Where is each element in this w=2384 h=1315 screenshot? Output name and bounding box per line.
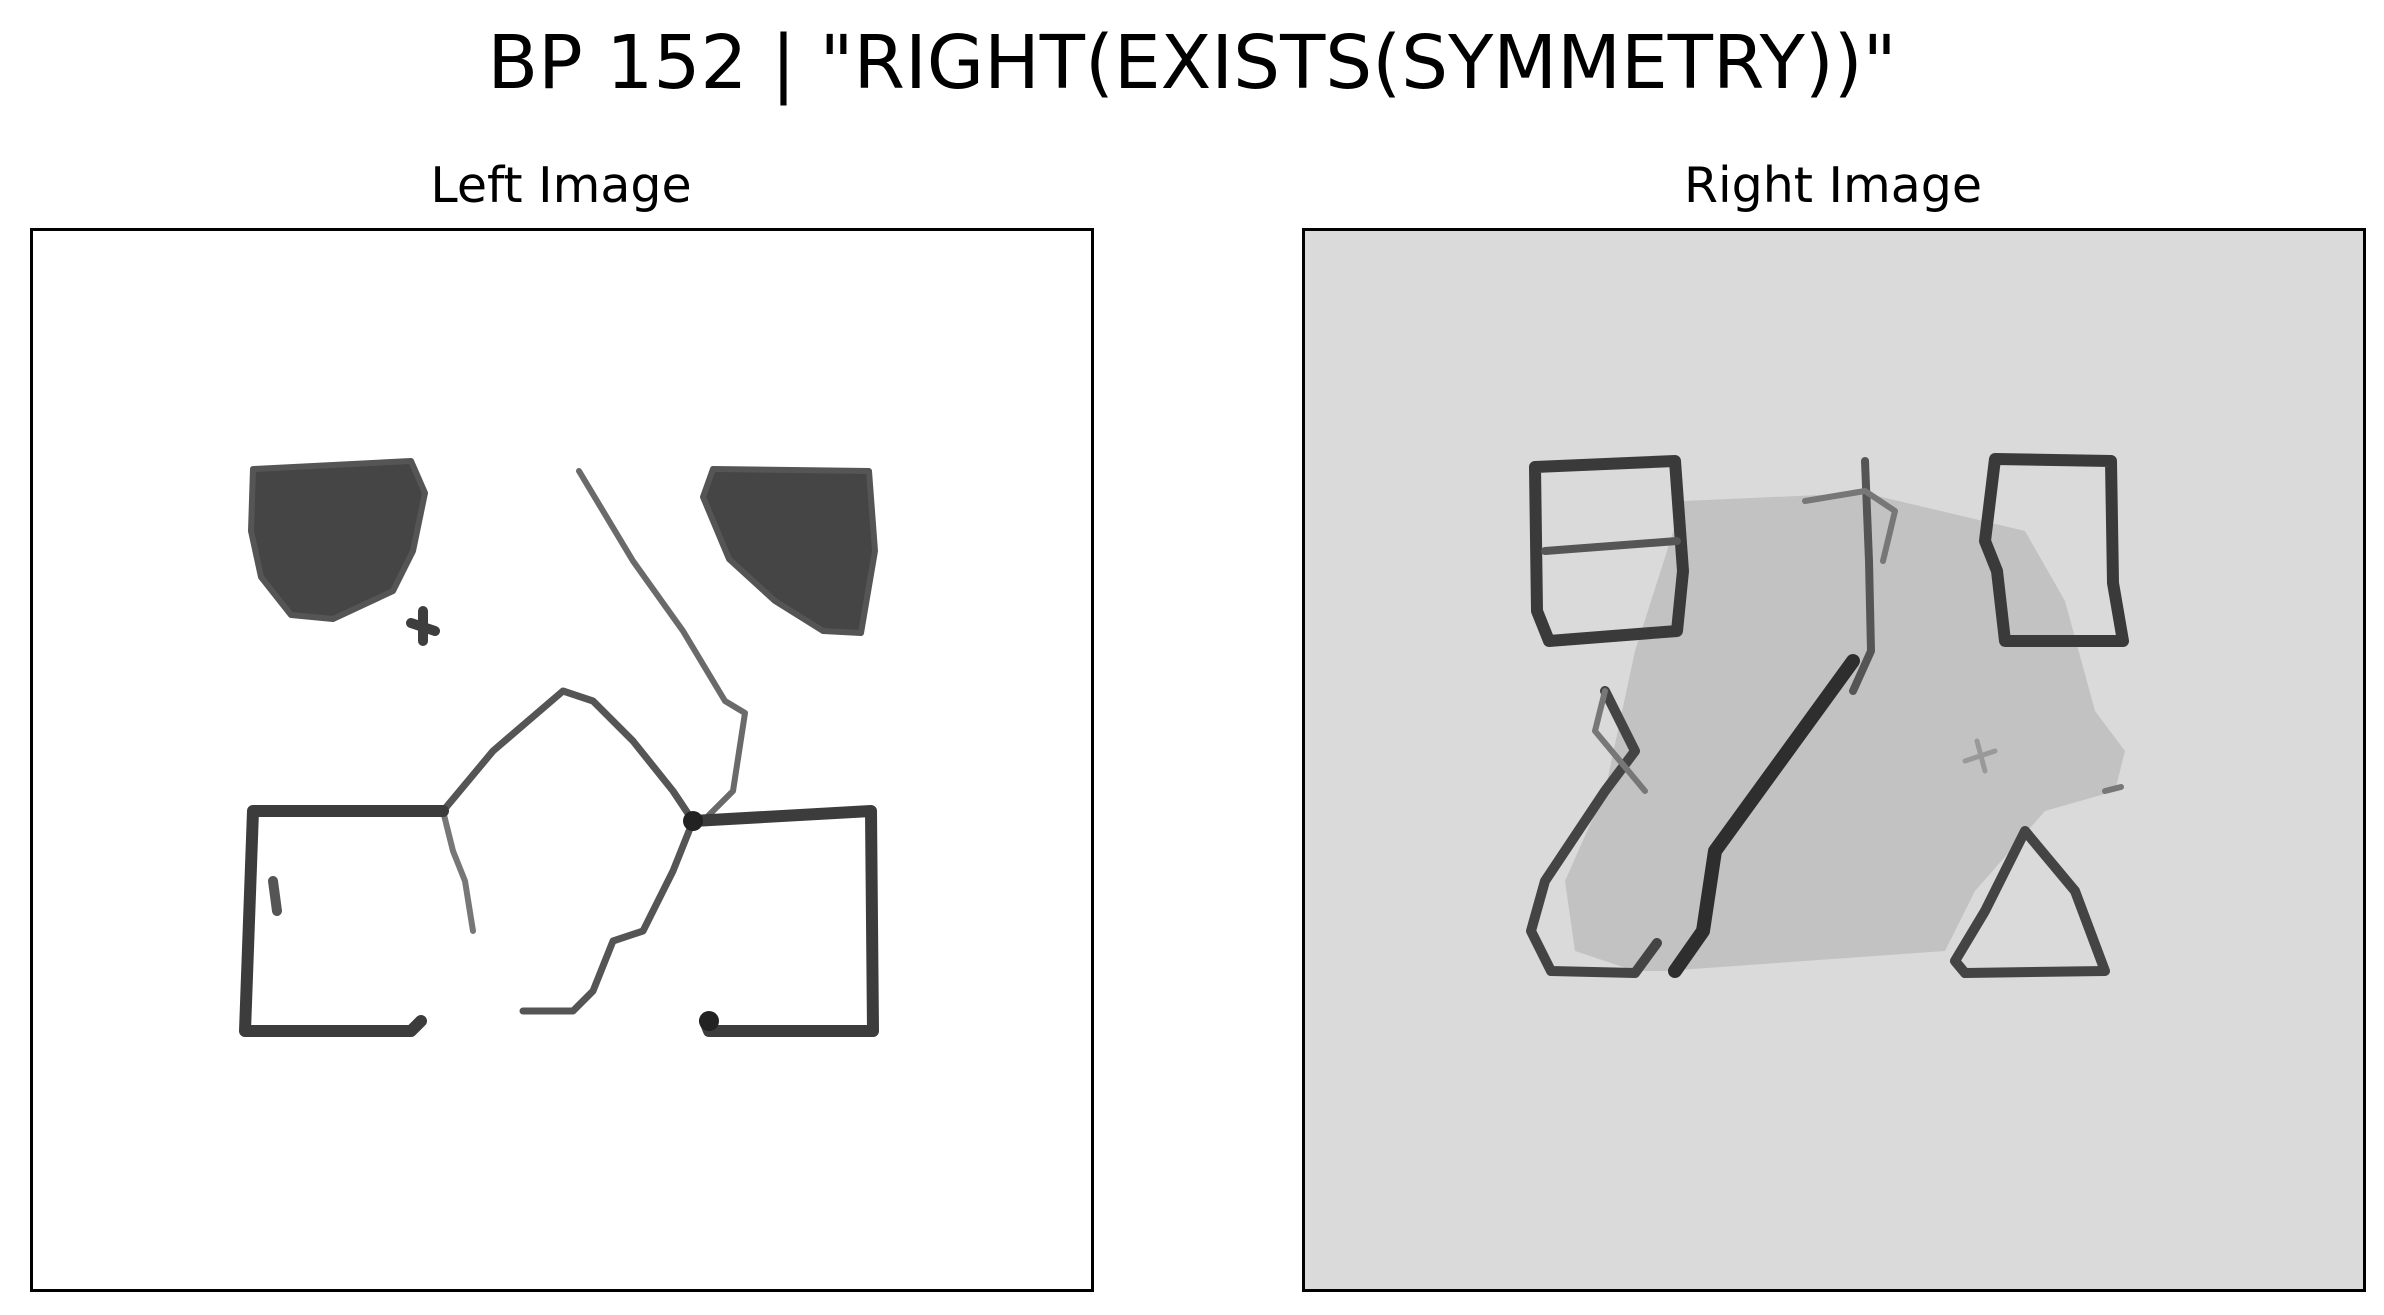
left-bottom-left-bracket xyxy=(239,805,449,1037)
left-bottom-right-bracket xyxy=(687,805,879,1037)
right-vertical-line xyxy=(1849,457,1875,695)
right-long-diagonal xyxy=(1668,654,1860,978)
right-top-hook xyxy=(1802,488,1898,564)
left-bracket-tick xyxy=(268,876,282,916)
right-bottom-right-tick xyxy=(2102,784,2124,794)
right-image-panel xyxy=(1302,228,2366,1292)
left-top-right-blob xyxy=(700,466,878,636)
right-bottom-right-shape xyxy=(1950,826,2110,978)
right-image-title: Right Image xyxy=(1683,157,1983,214)
left-cross-mark xyxy=(406,606,440,646)
left-image-panel xyxy=(30,228,1094,1292)
left-top-left-blob xyxy=(248,458,428,622)
right-fill-polygon xyxy=(1565,493,2125,971)
right-top-left-rect-inner xyxy=(1541,537,1681,555)
left-dot-a xyxy=(683,811,703,831)
right-top-right-rect xyxy=(1979,453,2129,647)
right-faint-mark xyxy=(1962,738,1998,774)
right-bottom-left-shape xyxy=(1526,686,1662,978)
left-zigzag xyxy=(439,687,697,1015)
left-zigzag-branch xyxy=(440,808,476,934)
left-diagonal-line xyxy=(576,468,748,824)
right-bottom-left-branch xyxy=(1592,688,1648,794)
left-image-title: Left Image xyxy=(430,157,692,214)
left-dot-b xyxy=(699,1011,719,1031)
right-image-drawing xyxy=(1526,453,2129,978)
right-top-left-rect xyxy=(1529,455,1689,647)
figure-title: BP 152 | "RIGHT(EXISTS(SYMMETRY))" xyxy=(487,20,1897,106)
left-image-drawing xyxy=(239,458,879,1037)
